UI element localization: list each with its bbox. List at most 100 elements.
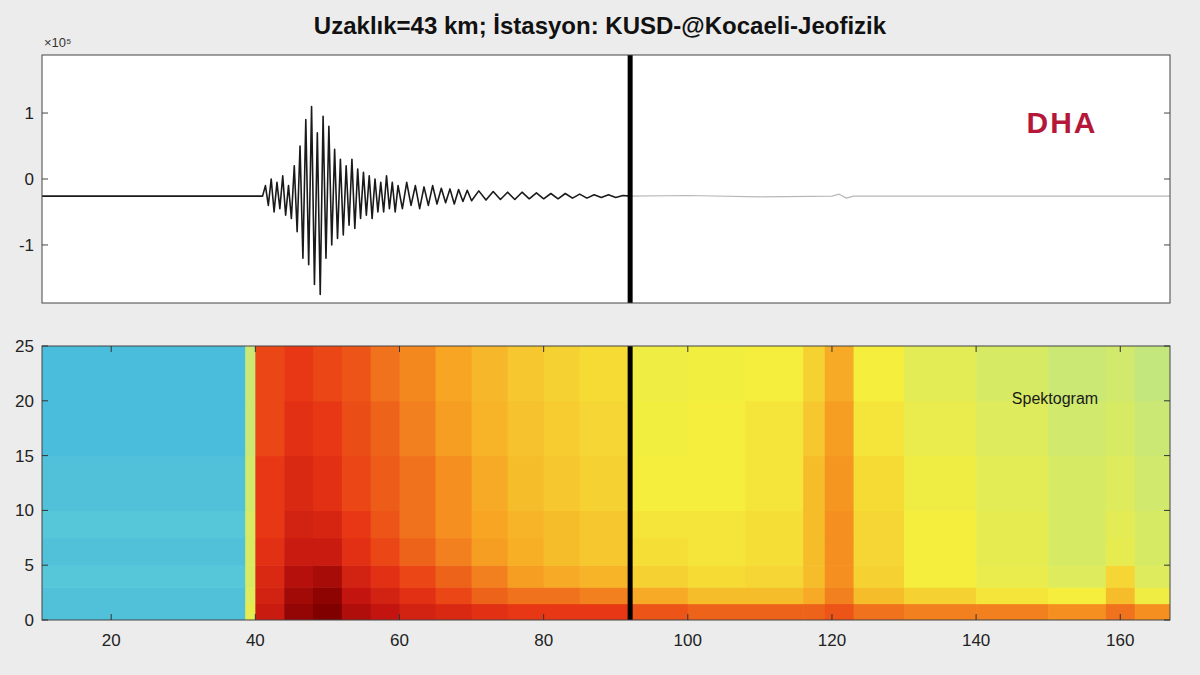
cell	[630, 565, 688, 588]
tick	[111, 614, 112, 620]
cursor-line	[628, 346, 633, 620]
tick	[687, 346, 688, 352]
cell	[854, 587, 905, 604]
cell	[508, 401, 545, 456]
cell	[544, 510, 581, 538]
cell	[400, 565, 437, 588]
cell	[1135, 346, 1170, 401]
cell	[284, 538, 313, 566]
cell	[580, 456, 631, 511]
cell	[1106, 604, 1135, 620]
cell	[284, 346, 313, 401]
cell	[544, 346, 581, 401]
cell	[745, 346, 803, 401]
cell	[245, 604, 256, 620]
cell	[580, 538, 631, 566]
cell	[42, 538, 246, 566]
cell	[1106, 346, 1135, 401]
cell	[371, 587, 400, 604]
tick-label: 10	[15, 501, 34, 520]
tick	[42, 179, 48, 180]
cell	[976, 604, 1049, 620]
cell	[630, 346, 688, 401]
cell	[803, 604, 825, 620]
cell	[1048, 565, 1106, 588]
cell	[284, 401, 313, 456]
cell	[371, 510, 400, 538]
cell	[255, 510, 284, 538]
cell	[825, 456, 854, 511]
cell	[904, 587, 977, 604]
cell	[825, 510, 854, 538]
cell	[342, 538, 371, 566]
cell	[803, 401, 825, 456]
tick	[687, 614, 688, 620]
cell	[1106, 565, 1135, 588]
cell	[825, 346, 854, 401]
cell	[1048, 587, 1106, 604]
cell	[976, 587, 1049, 604]
tick-label: 25	[15, 337, 34, 356]
cell	[904, 401, 977, 456]
tick-label: 120	[818, 631, 846, 650]
tick	[1164, 244, 1170, 245]
cell	[245, 401, 256, 456]
axis-multiplier: ×10⁵	[44, 35, 71, 50]
cell	[630, 401, 688, 456]
cell	[854, 401, 905, 456]
background	[0, 0, 1200, 675]
cell	[976, 510, 1049, 538]
cell	[803, 510, 825, 538]
tick	[42, 620, 48, 621]
cell	[976, 456, 1049, 511]
cell	[245, 346, 256, 401]
cell	[245, 587, 256, 604]
trace	[630, 194, 1170, 198]
cell	[436, 587, 473, 604]
cell	[342, 565, 371, 588]
cell	[688, 456, 746, 511]
tick-label: 160	[1106, 631, 1134, 650]
cell	[436, 346, 473, 401]
cell	[436, 538, 473, 566]
cell	[580, 346, 631, 401]
trace	[42, 106, 630, 294]
cell	[1135, 401, 1170, 456]
cell	[508, 456, 545, 511]
tick-label: 100	[674, 631, 702, 650]
panel-label: Spektogram	[1012, 390, 1098, 407]
cell	[400, 346, 437, 401]
cell	[284, 587, 313, 604]
marks	[42, 55, 1170, 303]
cell	[745, 456, 803, 511]
tick-label: 0	[25, 170, 34, 189]
cell	[544, 538, 581, 566]
cell	[1135, 604, 1170, 620]
cell	[745, 401, 803, 456]
cell	[400, 604, 437, 620]
cell	[580, 587, 631, 604]
cell	[904, 538, 977, 566]
tick	[1164, 565, 1170, 566]
tick-label: 1	[25, 104, 34, 123]
cell	[688, 587, 746, 604]
cell	[688, 538, 746, 566]
cell	[904, 456, 977, 511]
cell	[630, 456, 688, 511]
cell	[1048, 401, 1106, 456]
cell	[255, 346, 284, 401]
cell	[1135, 587, 1170, 604]
tick	[1164, 455, 1170, 456]
tick	[255, 346, 256, 352]
cell	[1135, 510, 1170, 538]
cell	[371, 565, 400, 588]
cell	[255, 565, 284, 588]
cell	[825, 565, 854, 588]
cell	[803, 538, 825, 566]
tick	[42, 400, 48, 401]
tick-label: 15	[15, 447, 34, 466]
cell	[255, 604, 284, 620]
tick	[543, 614, 544, 620]
tick	[42, 113, 48, 114]
tick	[42, 565, 48, 566]
